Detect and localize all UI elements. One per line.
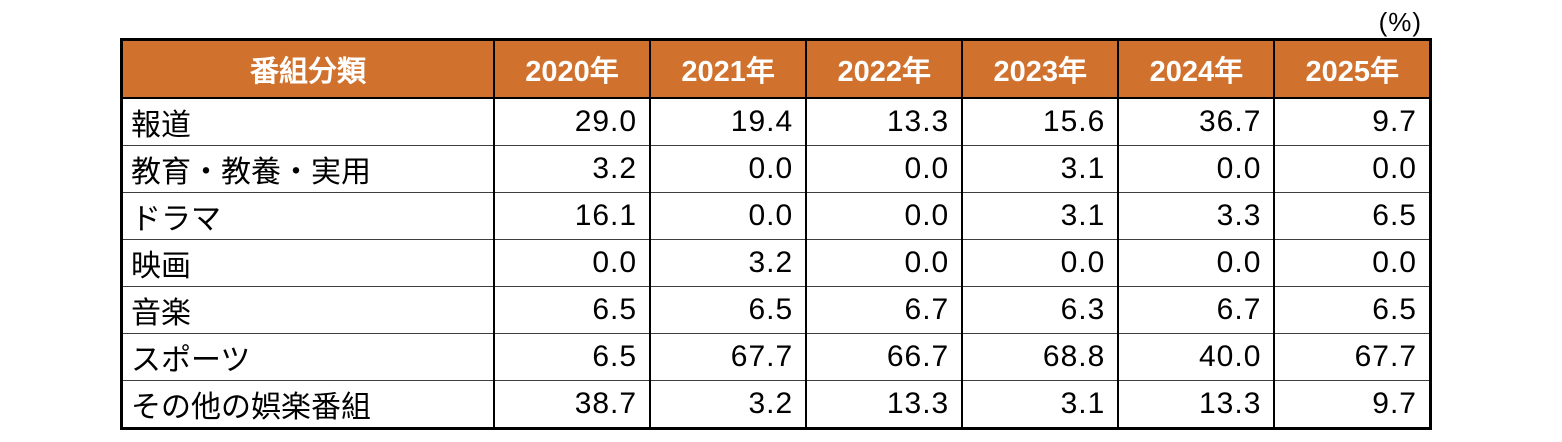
year-column-header: 2024年 [1117, 38, 1276, 99]
value-cell: 0.0 [1273, 239, 1432, 287]
value-cell: 9.7 [1273, 380, 1432, 429]
table-body: 報道 29.0 19.4 13.3 15.6 36.7 9.7 教育・教養・実用 3.2 0.0 0… [120, 97, 1432, 429]
value-cell: 6.7 [1117, 286, 1276, 334]
value-cell: 67.7 [1273, 333, 1432, 381]
value-cell: 9.7 [1273, 97, 1432, 146]
value-cell: 6.5 [1273, 286, 1432, 334]
row-label: ドラマ [120, 192, 495, 240]
table-header: 番組分類 2020年 2021年 2022年 2023年 2024年 2025年 [120, 38, 1432, 99]
value-cell: 6.5 [492, 286, 652, 334]
table-row: その他の娯楽番組 38.7 3.2 13.3 3.1 13.3 9.7 [120, 380, 1432, 429]
table-header-row: 番組分類 2020年 2021年 2022年 2023年 2024年 2025年 [120, 38, 1432, 99]
value-cell: 13.3 [805, 380, 964, 429]
value-cell: 67.7 [649, 333, 808, 381]
value-cell: 3.3 [1117, 192, 1276, 240]
year-column-header: 2025年 [1273, 38, 1432, 99]
value-cell: 0.0 [805, 145, 964, 193]
percentage-table-container: (%) 番組分類 2020年 2021年 2022年 2023年 2024年 2025年 … [120, 6, 1432, 430]
value-cell: 0.0 [649, 192, 808, 240]
value-cell: 6.5 [1273, 192, 1432, 240]
unit-label: (%) [1378, 7, 1422, 37]
year-column-header: 2023年 [961, 38, 1120, 99]
year-column-header: 2020年 [492, 38, 652, 99]
value-cell: 3.1 [961, 380, 1120, 429]
value-cell: 6.7 [805, 286, 964, 334]
table-row: スポーツ 6.5 67.7 66.7 68.8 40.0 67.7 [120, 333, 1432, 381]
value-cell: 0.0 [805, 192, 964, 240]
value-cell: 40.0 [1117, 333, 1276, 381]
row-label: 報道 [120, 97, 495, 146]
table-row: 教育・教養・実用 3.2 0.0 0.0 3.1 0.0 0.0 [120, 145, 1432, 193]
value-cell: 38.7 [492, 380, 652, 429]
row-label: 音楽 [120, 286, 495, 334]
value-cell: 3.2 [492, 145, 652, 193]
value-cell: 3.2 [649, 380, 808, 429]
value-cell: 0.0 [1273, 145, 1432, 193]
table-row: ドラマ 16.1 0.0 0.0 3.1 3.3 6.5 [120, 192, 1432, 240]
value-cell: 3.2 [649, 239, 808, 287]
row-label: 教育・教養・実用 [120, 145, 495, 193]
value-cell: 0.0 [1117, 145, 1276, 193]
value-cell: 0.0 [1117, 239, 1276, 287]
value-cell: 0.0 [805, 239, 964, 287]
value-cell: 6.5 [492, 333, 652, 381]
row-label: スポーツ [120, 333, 495, 381]
row-label: その他の娯楽番組 [120, 380, 495, 429]
value-cell: 0.0 [961, 239, 1120, 287]
value-cell: 66.7 [805, 333, 964, 381]
value-cell: 36.7 [1117, 97, 1276, 146]
value-cell: 0.0 [492, 239, 652, 287]
value-cell: 3.1 [961, 145, 1120, 193]
value-cell: 6.5 [649, 286, 808, 334]
program-category-table: 番組分類 2020年 2021年 2022年 2023年 2024年 2025年 報道 29… [120, 38, 1432, 430]
value-cell: 16.1 [492, 192, 652, 240]
year-column-header: 2021年 [649, 38, 808, 99]
year-column-header: 2022年 [805, 38, 964, 99]
value-cell: 29.0 [492, 97, 652, 146]
value-cell: 13.3 [1117, 380, 1276, 429]
value-cell: 19.4 [649, 97, 808, 146]
value-cell: 0.0 [649, 145, 808, 193]
table-row: 音楽 6.5 6.5 6.7 6.3 6.7 6.5 [120, 286, 1432, 334]
value-cell: 6.3 [961, 286, 1120, 334]
table-row: 映画 0.0 3.2 0.0 0.0 0.0 0.0 [120, 239, 1432, 287]
value-cell: 13.3 [805, 97, 964, 146]
value-cell: 68.8 [961, 333, 1120, 381]
row-label: 映画 [120, 239, 495, 287]
table-row: 報道 29.0 19.4 13.3 15.6 36.7 9.7 [120, 97, 1432, 146]
value-cell: 3.1 [961, 192, 1120, 240]
value-cell: 15.6 [961, 97, 1120, 146]
category-column-header: 番組分類 [120, 38, 495, 99]
